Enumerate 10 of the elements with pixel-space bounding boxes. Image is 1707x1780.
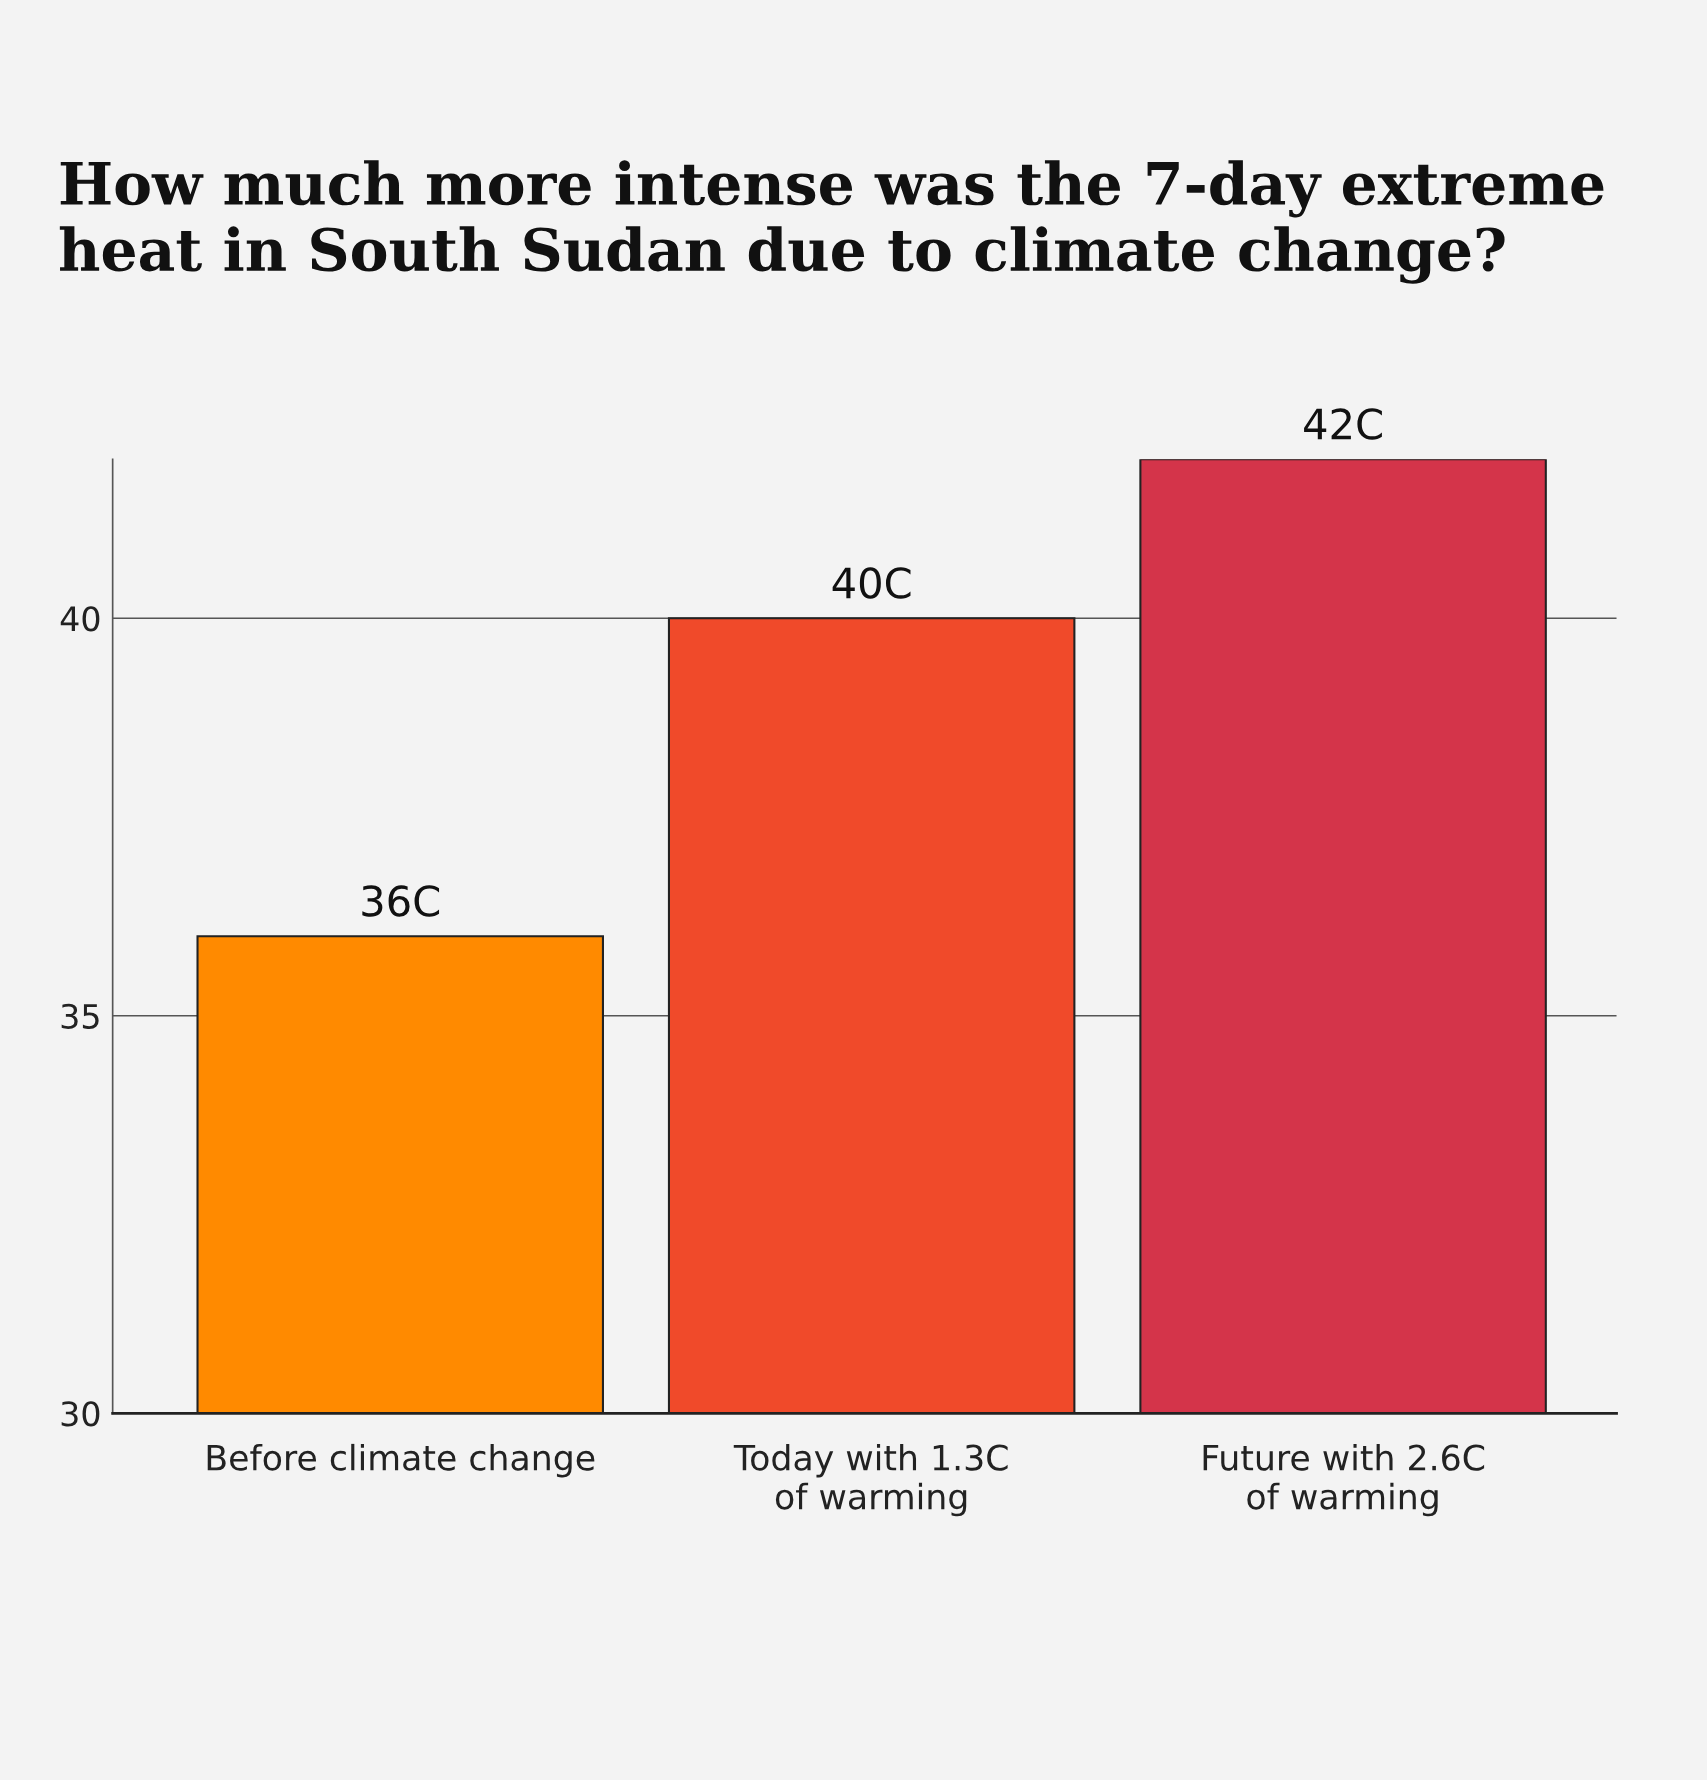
data-label: 42C [1304, 408, 1382, 440]
y-tick-label: 30 [61, 1401, 100, 1427]
x-tick-label: Future with 2.6C of warming [1203, 1443, 1485, 1517]
chart-title: How much more intense was the 7-day extreme heat in South Sudan due to climate change? [59, 160, 1604, 284]
data-label: 36C [362, 885, 440, 917]
y-tick-label: 40 [60, 606, 100, 632]
x-tick-label: Today with 1.3C of warming [733, 1443, 1008, 1517]
x-tick-label: Before climate change [207, 1443, 595, 1478]
data-label: 40C [832, 567, 911, 599]
y-tick-label: 35 [61, 1003, 99, 1029]
